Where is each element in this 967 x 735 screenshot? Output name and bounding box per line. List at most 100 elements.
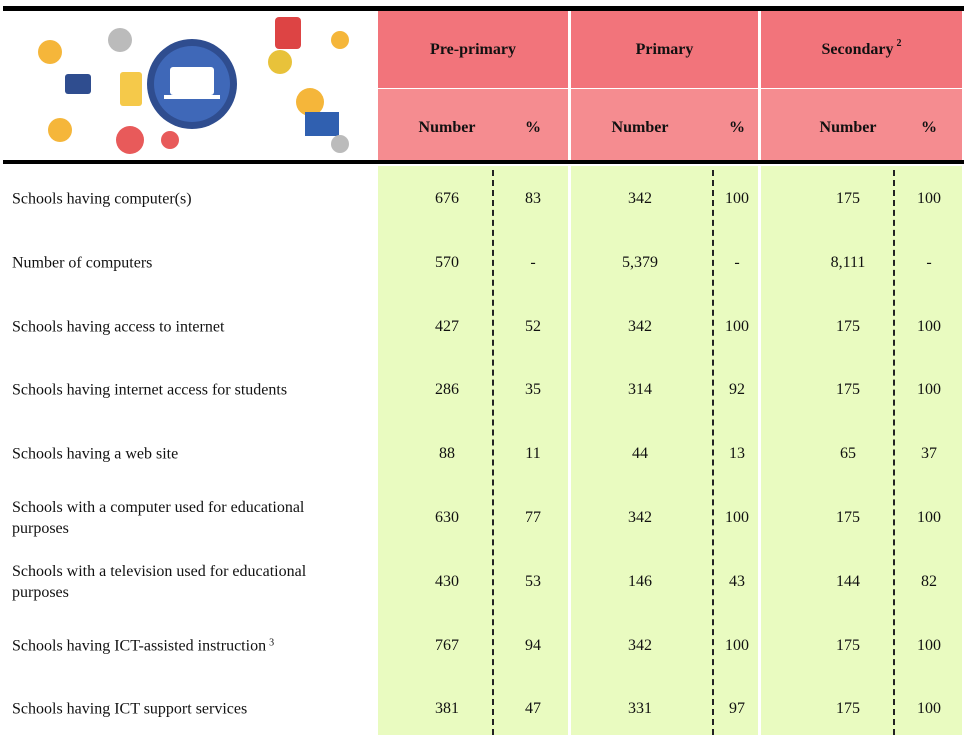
- column-divider: [893, 170, 895, 735]
- header-group-bg: [378, 11, 568, 88]
- cell-value: 430: [435, 572, 459, 590]
- cell-value: -: [926, 253, 932, 271]
- top-rule: [3, 6, 964, 11]
- row-label: Schools having computer(s): [12, 189, 342, 210]
- cell-value: 82: [921, 572, 937, 590]
- cell-value: 175: [836, 190, 860, 207]
- cell-value: 146: [628, 572, 652, 590]
- cell-value: 144: [836, 572, 860, 590]
- cell-value: 381: [435, 700, 459, 718]
- cell-value: 342: [628, 636, 652, 654]
- footnote-ref: 3: [269, 637, 275, 649]
- header-group-bg: [571, 11, 758, 88]
- ict-illustration: [38, 17, 349, 154]
- cell-value: 175: [836, 317, 860, 335]
- cell-value: 100: [725, 190, 749, 207]
- header-sub-bg: [571, 89, 758, 160]
- cell-value: 342: [628, 509, 652, 526]
- cell-value: 286: [435, 381, 459, 399]
- cell-value: 100: [917, 700, 941, 718]
- cell-value: 100: [917, 317, 941, 335]
- header-group-bg: [761, 11, 962, 88]
- cell-value: 88: [439, 445, 455, 463]
- row-label: Number of computers: [12, 252, 342, 273]
- label-text: Schools having ICT-assisted instruction: [12, 637, 267, 655]
- cell-value: 767: [435, 636, 459, 654]
- cell-value: 77: [525, 509, 541, 526]
- cell-value: 37: [921, 445, 937, 463]
- cell-value: 5,379: [622, 253, 658, 271]
- data-bg: [571, 166, 758, 735]
- cell-value: 175: [836, 509, 860, 526]
- subheader: %: [729, 119, 745, 136]
- data-bg: [378, 166, 568, 735]
- cell-value: 47: [525, 700, 541, 718]
- cell-value: 92: [729, 381, 745, 399]
- cell-value: 8,111: [830, 253, 866, 271]
- header-sub-bg: [761, 89, 962, 160]
- cell-value: 100: [725, 509, 749, 526]
- cell-value: 53: [525, 572, 541, 590]
- header-rule: [3, 160, 964, 164]
- cell-value: -: [734, 253, 740, 271]
- subheader: Number: [611, 119, 669, 136]
- cell-value: 100: [917, 636, 941, 654]
- cell-value: 570: [435, 253, 459, 271]
- group-header: Primary: [636, 41, 694, 59]
- cell-value: 11: [525, 445, 541, 463]
- column-divider: [712, 170, 714, 735]
- cell-value: 676: [435, 190, 459, 207]
- cell-value: -: [530, 253, 536, 271]
- cell-value: 100: [917, 509, 941, 526]
- cell-value: 630: [435, 509, 459, 526]
- cell-value: 44: [632, 445, 648, 463]
- group-name: Secondary: [821, 41, 894, 58]
- cell-value: 97: [729, 700, 745, 718]
- cell-value: 331: [628, 700, 652, 718]
- row-label: Schools having internet access for stude…: [12, 380, 342, 401]
- group-header: Pre-primary: [430, 41, 516, 59]
- cell-value: 175: [836, 381, 860, 399]
- cell-value: 100: [917, 190, 941, 207]
- label-text: Number of computers: [12, 254, 153, 272]
- label-text: Schools having ICT support services: [12, 700, 248, 718]
- cell-value: 175: [836, 700, 860, 718]
- cell-value: 175: [836, 636, 860, 654]
- cell-value: 52: [525, 317, 541, 335]
- column-divider: [492, 170, 494, 735]
- row-label: Schools having ICT-assisted instruction 3: [12, 635, 342, 656]
- row-label: Schools with a television used for educa…: [12, 561, 342, 603]
- cell-value: 94: [525, 636, 541, 654]
- subheader: Number: [418, 119, 476, 136]
- footnote-ref: 2: [896, 38, 902, 49]
- subheader: %: [921, 119, 937, 136]
- row-label: Schools having ICT support services: [12, 699, 342, 720]
- label-text: Schools with a computer used for educati…: [12, 499, 305, 537]
- row-label: Schools having access to internet: [12, 316, 342, 337]
- cell-value: 35: [525, 381, 541, 399]
- cell-value: 314: [628, 381, 652, 399]
- row-label: Schools with a computer used for educati…: [12, 497, 342, 539]
- cell-value: 100: [725, 317, 749, 335]
- row-label: Schools having a web site: [12, 444, 342, 465]
- cell-value: 65: [840, 445, 856, 463]
- subheader: %: [525, 119, 541, 136]
- group-header: Secondary 2: [821, 38, 902, 59]
- label-text: Schools having internet access for stude…: [12, 381, 288, 399]
- label-text: Schools having computer(s): [12, 190, 192, 208]
- cell-value: 342: [628, 190, 652, 207]
- header-sub-bg: [378, 89, 568, 160]
- subheader: Number: [819, 119, 877, 136]
- label-text: Schools with a television used for educa…: [12, 562, 307, 601]
- data-bg: [761, 166, 962, 735]
- label-text: Schools having a web site: [12, 445, 179, 463]
- cell-value: 43: [729, 572, 745, 590]
- cell-value: 83: [525, 190, 541, 207]
- group-name: Pre-primary: [430, 41, 516, 58]
- cell-value: 100: [917, 381, 941, 399]
- cell-value: 427: [435, 317, 459, 335]
- label-text: Schools having access to internet: [12, 318, 225, 336]
- group-name: Primary: [635, 41, 694, 58]
- cell-value: 100: [725, 636, 749, 654]
